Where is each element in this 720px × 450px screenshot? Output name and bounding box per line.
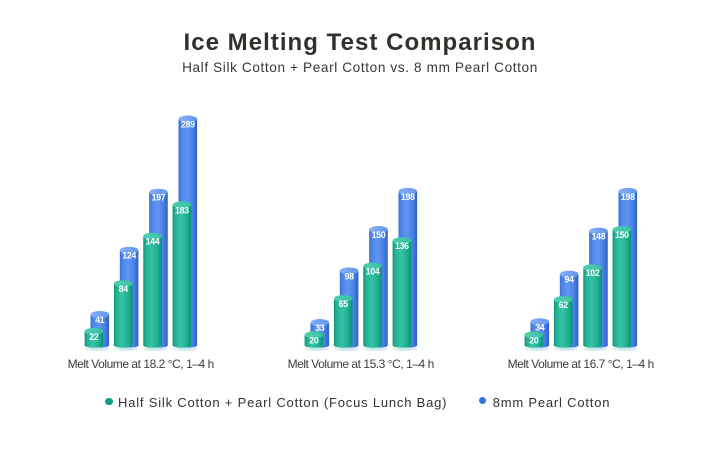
svg-text:33: 33: [315, 323, 325, 333]
svg-text:289: 289: [181, 120, 195, 130]
svg-text:183: 183: [175, 205, 189, 215]
svg-text:41: 41: [95, 315, 105, 325]
svg-text:94: 94: [565, 275, 575, 285]
svg-text:98: 98: [345, 271, 355, 281]
svg-text:198: 198: [401, 192, 415, 202]
svg-text:84: 84: [119, 284, 129, 294]
svg-text:136: 136: [395, 241, 409, 251]
svg-text:197: 197: [152, 193, 166, 203]
svg-text:20: 20: [529, 335, 539, 345]
svg-text:148: 148: [592, 232, 606, 242]
svg-text:65: 65: [339, 299, 349, 309]
svg-text:144: 144: [146, 237, 160, 247]
svg-text:104: 104: [366, 267, 380, 277]
svg-text:150: 150: [615, 230, 629, 240]
svg-text:124: 124: [122, 251, 136, 261]
svg-text:198: 198: [621, 192, 635, 202]
svg-text:62: 62: [559, 300, 569, 310]
svg-text:34: 34: [535, 322, 545, 332]
svg-text:150: 150: [372, 230, 386, 240]
svg-text:20: 20: [309, 335, 319, 345]
svg-text:102: 102: [586, 268, 600, 278]
svg-text:22: 22: [89, 332, 99, 342]
